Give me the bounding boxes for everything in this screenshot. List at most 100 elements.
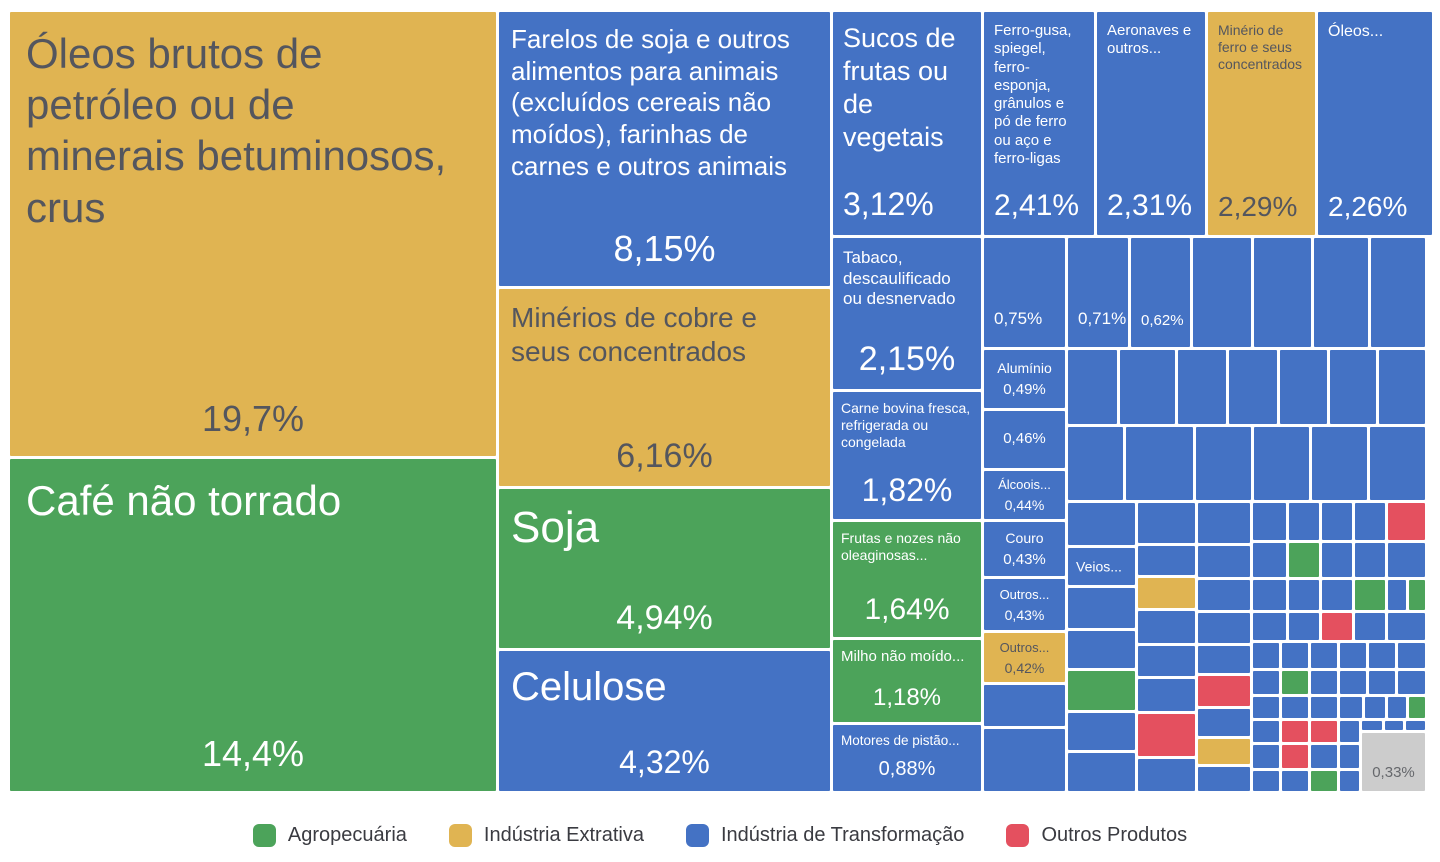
treemap-cell-alcoois[interactable]: Álcoois... 0,44% [984, 471, 1065, 519]
treemap-cell-cell[interactable] [1280, 350, 1327, 424]
treemap-cell-cell[interactable] [1068, 671, 1135, 710]
legend-item-industria-de-transformacao[interactable]: Indústria de Transformação [685, 823, 964, 847]
treemap-cell-sucos-de-frutas-ou-de-vegetais[interactable]: Sucos de frutas ou de vegetais 3,12% [833, 12, 981, 235]
treemap-cell-celulose[interactable]: Celulose 4,32% [499, 651, 830, 791]
treemap-cell-cell[interactable] [1322, 580, 1352, 610]
treemap-cell-cell[interactable] [1229, 350, 1277, 424]
treemap-cell-cell[interactable] [1138, 646, 1195, 676]
treemap-cell-cell[interactable] [1406, 721, 1425, 730]
treemap-cell-cell[interactable] [1198, 709, 1250, 736]
treemap-cell-tabaco-descaulificado-ou-desne[interactable]: Tabaco, descaulificado ou desnervado 2,15… [833, 238, 981, 389]
treemap-cell-cell[interactable] [1068, 631, 1135, 668]
treemap-cell-soja[interactable]: Soja 4,94% [499, 489, 830, 648]
treemap-cell-cell[interactable] [1311, 671, 1337, 694]
treemap-cell-cell[interactable] [1138, 759, 1195, 791]
treemap-cell-cell[interactable] [1355, 613, 1385, 640]
treemap-cell-cell[interactable] [1340, 697, 1362, 718]
treemap-cell-cell[interactable] [1311, 721, 1337, 742]
treemap-cell-cell[interactable] [1253, 671, 1279, 694]
treemap-cell-cell[interactable] [1198, 503, 1250, 543]
treemap-cell-frutas-e-nozes-nao-oleaginosas[interactable]: Frutas e nozes não oleaginosas... 1,64% [833, 522, 981, 637]
treemap-cell-ferro-gusa-spiegel-ferro-espon[interactable]: Ferro-gusa, spiegel, ferro-esponja, grân… [984, 12, 1094, 235]
treemap-cell-cell[interactable] [1355, 503, 1385, 540]
legend-item-agropecuaria[interactable]: Agropecuária [252, 823, 407, 847]
treemap-cell-cell[interactable] [1253, 721, 1279, 742]
treemap-cell-cell[interactable] [1253, 580, 1286, 610]
treemap-cell-couro[interactable]: Couro 0,43% [984, 522, 1065, 576]
treemap-cell-cell[interactable] [1289, 503, 1319, 540]
treemap-cell-cell[interactable] [1330, 350, 1376, 424]
treemap-cell-cell[interactable] [1409, 580, 1425, 610]
treemap-cell-cell[interactable] [1254, 427, 1309, 500]
treemap-cell-cell[interactable] [1253, 503, 1286, 540]
treemap-cell-0-33[interactable]: 0,33% [1362, 733, 1425, 791]
treemap-cell-cell[interactable] [1198, 739, 1250, 764]
treemap-cell-cell[interactable] [1253, 543, 1286, 577]
treemap-cell-cell[interactable] [1253, 771, 1279, 791]
legend-item-outros-produtos[interactable]: Outros Produtos [1006, 823, 1187, 847]
treemap-cell-cell[interactable] [1138, 611, 1195, 643]
treemap-cell-milho-nao-moido[interactable]: Milho não moído... 1,18% [833, 640, 981, 722]
treemap-cell-cell[interactable] [984, 685, 1065, 726]
treemap-cell-cell[interactable] [1322, 543, 1352, 577]
treemap-cell-cell[interactable] [1388, 503, 1425, 540]
treemap-cell-cell[interactable] [1388, 613, 1425, 640]
treemap-cell-cell[interactable] [1340, 643, 1366, 668]
treemap-cell-cell[interactable] [1193, 238, 1251, 347]
treemap-cell-cell[interactable] [1198, 546, 1250, 577]
treemap-cell-cell[interactable] [1138, 714, 1195, 756]
treemap-cell-cell[interactable] [1409, 697, 1425, 718]
treemap-cell-cell[interactable] [1289, 580, 1319, 610]
treemap-cell-cell[interactable] [1322, 503, 1352, 540]
treemap-cell-cell[interactable] [1253, 745, 1279, 768]
treemap-cell-cell[interactable] [1398, 671, 1425, 694]
treemap-cell-cell[interactable] [1289, 613, 1319, 640]
treemap-cell-cell[interactable] [1369, 671, 1395, 694]
treemap-cell-cell[interactable] [1371, 238, 1425, 347]
treemap-cell-cell[interactable] [1138, 546, 1195, 575]
treemap-cell-cell[interactable] [1355, 543, 1385, 577]
treemap-cell-cell[interactable] [1178, 350, 1226, 424]
treemap-cell-cell[interactable] [1138, 503, 1195, 543]
treemap-cell-outros[interactable]: Outros... 0,42% [984, 633, 1065, 682]
treemap-cell-cell[interactable] [1289, 543, 1319, 577]
treemap-cell-aeronaves-e-outros[interactable]: Aeronaves e outros... 2,31% [1097, 12, 1205, 235]
treemap-cell-cell[interactable] [1282, 721, 1308, 742]
treemap-cell-cell[interactable] [1068, 503, 1135, 545]
treemap-cell-cell[interactable] [1322, 613, 1352, 640]
treemap-cell-cell[interactable] [1398, 643, 1425, 668]
treemap-cell-cell[interactable] [1340, 721, 1359, 742]
legend-item-industria-extrativa[interactable]: Indústria Extrativa [448, 823, 644, 847]
treemap-cell-cell[interactable] [1312, 427, 1367, 500]
treemap-cell-cell[interactable] [1198, 646, 1250, 673]
treemap-cell-cell[interactable] [1370, 427, 1425, 500]
treemap-cell-cell[interactable] [1388, 580, 1406, 610]
treemap-cell-oleos-brutos-de-petroleo-ou-de[interactable]: Óleos brutos de petróleo ou de minerais … [10, 12, 496, 456]
treemap-cell-cell[interactable] [1282, 643, 1308, 668]
treemap-cell-carne-bovina-fresca-refrigerad[interactable]: Carne bovina fresca, refrigerada ou cong… [833, 392, 981, 519]
treemap-cell-cafe-nao-torrado[interactable]: Café não torrado 14,4% [10, 459, 496, 791]
treemap-cell-motores-de-pistao[interactable]: Motores de pistão... 0,88% [833, 725, 981, 791]
treemap-cell-cell[interactable] [1362, 721, 1382, 730]
treemap-cell-cell[interactable] [1311, 745, 1337, 768]
treemap-cell-cell[interactable] [1311, 771, 1337, 791]
treemap-cell-cell[interactable] [1196, 427, 1251, 500]
treemap-cell-cell[interactable] [1311, 697, 1337, 718]
treemap-cell-veios[interactable]: Veios... [1068, 548, 1135, 585]
treemap-cell-cell[interactable] [1120, 350, 1175, 424]
treemap-cell-cell[interactable] [1198, 676, 1250, 706]
treemap-cell-cell[interactable] [1138, 578, 1195, 608]
treemap-cell-aluminio[interactable]: Alumínio 0,49% [984, 350, 1065, 408]
treemap-cell-outros[interactable]: Outros... 0,43% [984, 579, 1065, 630]
treemap-cell-minerios-de-cobre-e-seus-conce[interactable]: Minérios de cobre e seus concentrados 6,1… [499, 289, 830, 486]
treemap-cell-cell[interactable] [1068, 350, 1117, 424]
treemap-cell-0-46[interactable]: 0,46% [984, 411, 1065, 468]
treemap-cell-cell[interactable] [1355, 580, 1385, 610]
treemap-cell-cell[interactable] [1068, 427, 1123, 500]
treemap-cell-cell[interactable] [1282, 771, 1308, 791]
treemap-cell-cell[interactable] [984, 729, 1065, 791]
treemap-cell-cell[interactable] [1198, 580, 1250, 610]
treemap-cell-cell[interactable] [1282, 671, 1308, 694]
treemap-cell-cell[interactable] [1385, 721, 1403, 730]
treemap-cell-cell[interactable] [1340, 771, 1359, 791]
